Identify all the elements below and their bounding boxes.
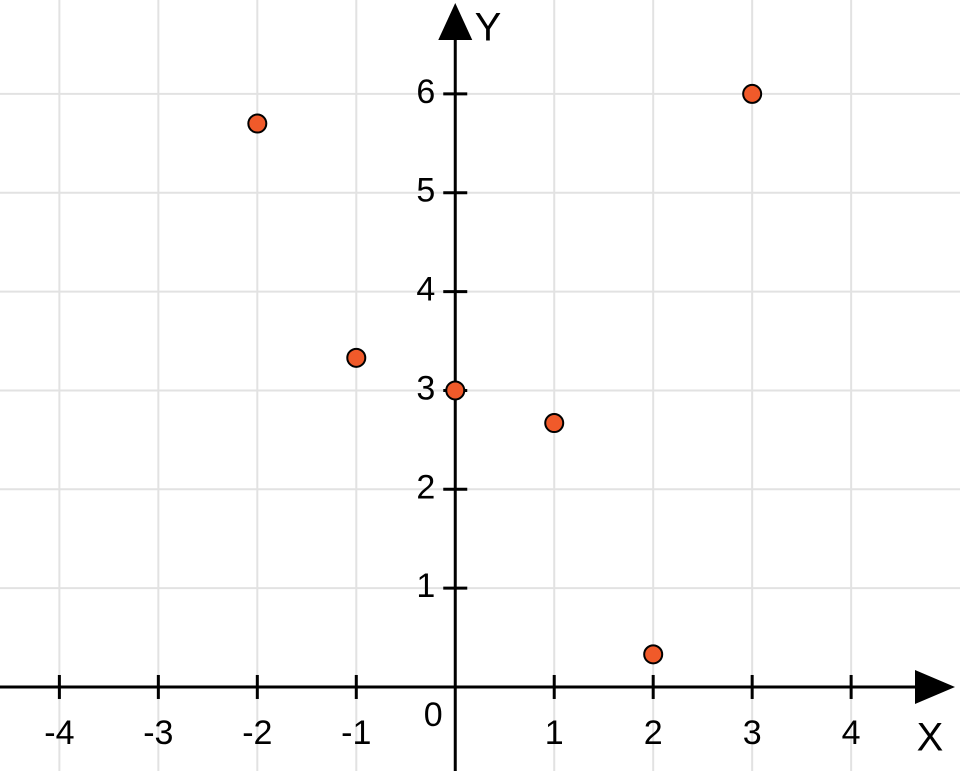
point [247, 113, 268, 134]
point [643, 644, 664, 665]
point [544, 413, 565, 434]
x-tick-label: 1 [545, 714, 564, 752]
origin-label: 0 [424, 696, 443, 734]
x-tick-label: -3 [143, 714, 173, 752]
y-tick-label: 4 [416, 271, 435, 309]
y-tick-label: 2 [416, 468, 435, 506]
x-tick-label: 3 [743, 714, 762, 752]
y-tick-label: 5 [416, 172, 435, 210]
x-axis-label: X [917, 716, 944, 760]
y-tick-label: 1 [416, 567, 435, 605]
y-tick-label: 3 [416, 369, 435, 407]
x-axis-arrow [915, 669, 955, 704]
y-axis-label: Y [475, 6, 502, 50]
x-tick-label: -1 [341, 714, 371, 752]
y-tick-label: 6 [416, 73, 435, 111]
point [346, 347, 367, 368]
x-tick-label: -4 [44, 714, 74, 752]
point [742, 83, 763, 104]
y-axis-arrow [438, 3, 473, 40]
x-tick-label: 4 [842, 714, 861, 752]
x-tick-label: 2 [644, 714, 663, 752]
x-tick-label: -2 [242, 714, 272, 752]
point [445, 380, 466, 401]
